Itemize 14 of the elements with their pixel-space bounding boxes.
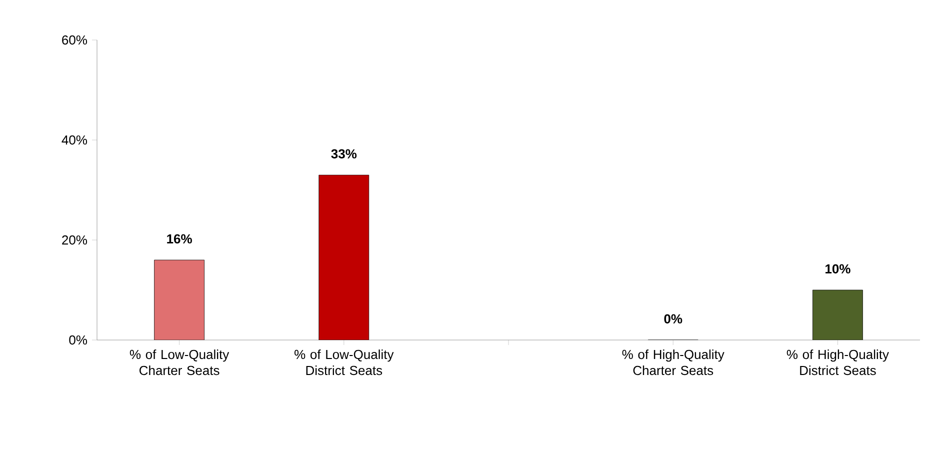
bar — [812, 290, 863, 340]
x-tick-label: % of Low-Quality District Seats — [294, 350, 394, 376]
x-tick-label: % of High-Quality District Seats — [786, 350, 889, 376]
y-tick-label: 20% — [62, 235, 88, 245]
y-tick-label: 40% — [62, 135, 88, 145]
data-label: 0% — [664, 314, 682, 324]
data-label: 10% — [826, 264, 850, 274]
y-tick-label: 0% — [69, 335, 88, 345]
x-tick-label: % of Low-Quality Charter Seats — [130, 350, 230, 376]
bar — [318, 174, 370, 340]
x-tick-label: % of High-Quality Charter Seats — [622, 350, 724, 376]
data-label: 16% — [167, 234, 192, 244]
y-tick-label: 60% — [62, 35, 88, 45]
data-label: 33% — [331, 149, 357, 158]
